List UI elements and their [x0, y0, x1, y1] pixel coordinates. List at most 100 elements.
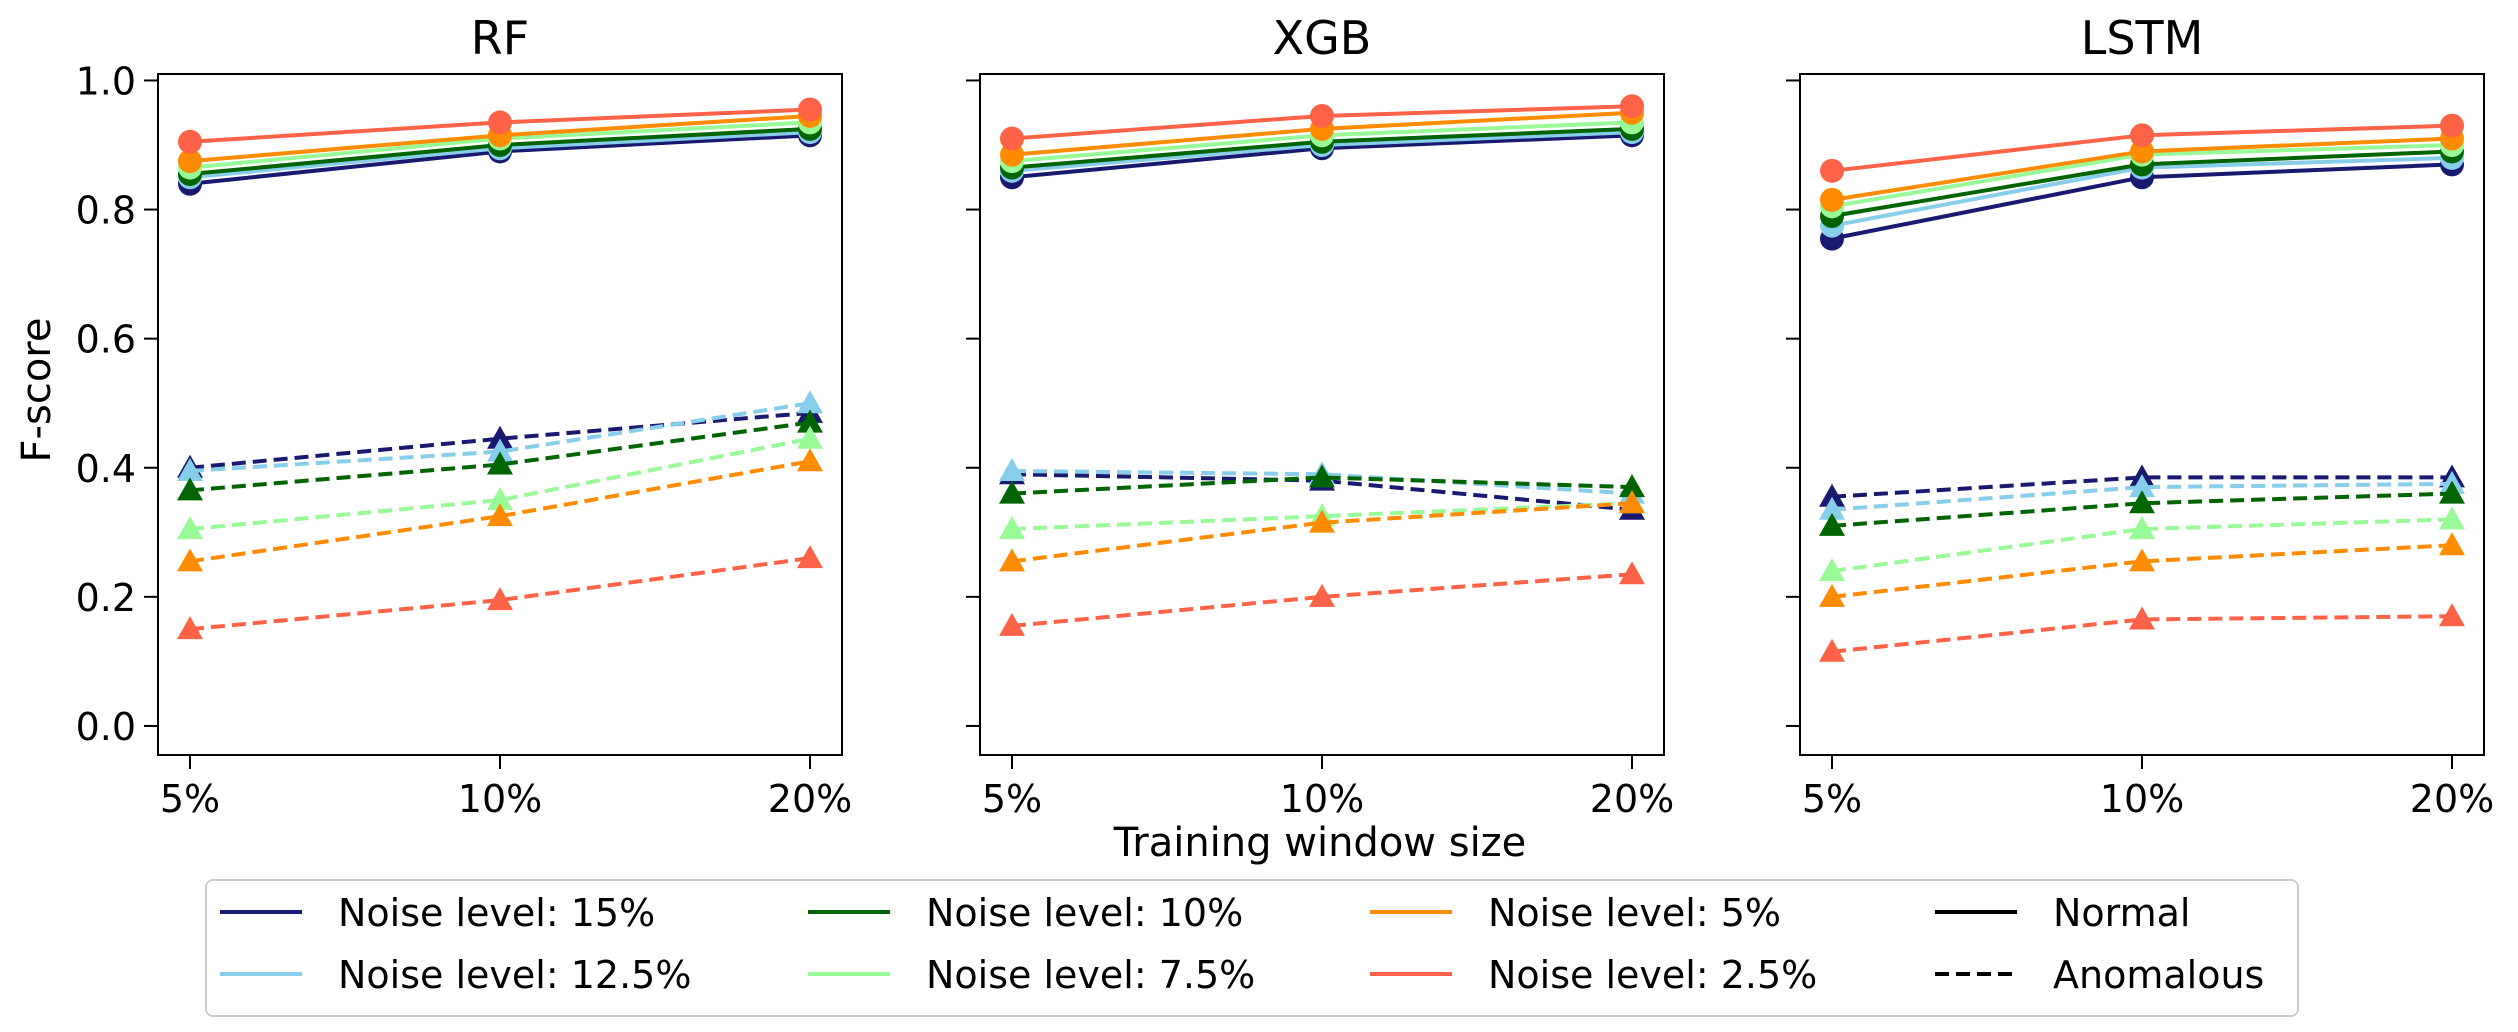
panel-xgb-noise-level-15-anomalous-line: [1011, 472, 1633, 512]
panel-rf-xtick-label: 20%: [768, 777, 852, 821]
legend-noise-level-10: Noise level: 10%: [808, 891, 1243, 935]
panel-xgb-noise-level-2-5-normal-point: [1000, 126, 1024, 151]
panel-rf-noise-level-10-anomalous-point: [487, 451, 513, 475]
panel-xgb-noise-level-7-5-anomalous-line: [1011, 501, 1633, 532]
panel-rf-ytick-label: 0.8: [76, 189, 136, 233]
panel-lstm-noise-level-2-5-normal-series: [1820, 113, 2464, 183]
panel-xgb-noise-level-10-anomalous-line: [1011, 475, 1633, 496]
panel-lstm-noise-level-7-5-anomalous-point: [1819, 558, 1845, 582]
panel-rf-noise-level-5-anomalous-point: [177, 548, 203, 572]
panel-rf-ytick-label: 1.0: [76, 59, 136, 103]
panel-rf-noise-level-10-anomalous-point: [797, 409, 823, 433]
y-axis-label: F-score: [14, 318, 60, 463]
panel-lstm-noise-level-12-5-anomalous-series: [1819, 470, 2465, 520]
panel-xgb-noise-level-10-anomalous-point: [1309, 464, 1335, 488]
panel-rf-xtick-label: 5%: [160, 777, 220, 821]
x-axis-label: Training window size: [1113, 820, 1527, 866]
legend-noise-level-12-5: Noise level: 12.5%: [220, 953, 691, 997]
panel-lstm-noise-level-5-normal-point: [1820, 187, 1844, 212]
panel-xgb-noise-level-5-anomalous-series: [999, 490, 1645, 572]
panel-lstm-noise-level-2-5-anomalous-series: [1819, 603, 2465, 662]
panel-rf-noise-level-2-5-anomalous-point: [177, 616, 203, 640]
legend-frame: [205, 879, 2299, 1017]
panel-xgb-noise-level-2-5-anomalous-point: [1309, 583, 1335, 607]
panel-lstm-noise-level-10-anomalous-point: [1819, 512, 1845, 536]
panel-rf-ytick-label: 0.0: [76, 705, 136, 749]
panel-rf: RF 0.0 0.2 0.4 0.6 0.8 1.0 5% 10% 20%: [76, 11, 853, 821]
panel-xgb-noise-level-10-anomalous-point: [1619, 474, 1645, 498]
panel-xgb-noise-level-5-anomalous-point: [999, 548, 1025, 572]
panel-rf-noise-level-7-5-anomalous-point: [177, 516, 203, 540]
legend-normal-label: Normal: [2053, 891, 2191, 935]
panel-xgb-noise-level-2-5-anomalous-series: [999, 561, 1645, 636]
panel-xgb-noise-level-5-anomalous-point: [1309, 509, 1335, 533]
panel-rf-ytick-label: 0.4: [76, 447, 136, 491]
panel-lstm-noise-level-2-5-normal-point: [2440, 113, 2464, 138]
panel-xgb-noise-level-7-5-anomalous-point: [999, 516, 1025, 540]
panel-rf-noise-level-5-anomalous-series: [177, 448, 823, 572]
panel-rf-xtick-label: 10%: [458, 777, 542, 821]
panel-lstm-xtick-label: 20%: [2410, 777, 2494, 821]
panel-rf-title: RF: [471, 11, 529, 65]
panel-xgb-xtick-label: 20%: [1590, 777, 1674, 821]
panel-rf-frame: [157, 73, 843, 756]
panel-lstm-noise-level-10-anomalous-line: [1831, 491, 2453, 528]
legend-noise-level-7-5: Noise level: 7.5%: [808, 953, 1255, 997]
panel-rf-noise-level-2-5-normal-point: [488, 110, 512, 135]
panel-lstm-noise-level-5-anomalous-point: [2439, 532, 2465, 556]
panel-rf-noise-level-5-anomalous-point: [487, 503, 513, 527]
legend-noise-level-5: Noise level: 5%: [1370, 891, 1781, 935]
panel-lstm-noise-level-10-anomalous-point: [2439, 480, 2465, 504]
panel-lstm-noise-level-15-anomalous-line: [1831, 475, 2452, 499]
panel-xgb-noise-level-5-anomalous-point: [1619, 490, 1645, 514]
legend-anomalous-label: Anomalous: [2053, 953, 2264, 997]
panel-rf-noise-level-2-5-normal-point: [178, 129, 202, 154]
panel-lstm-noise-level-10-anomalous-series: [1819, 480, 2465, 536]
panel-rf-noise-level-10-anomalous-point: [177, 477, 203, 501]
panel-rf-noise-level-7-5-anomalous-series: [177, 425, 823, 540]
legend-noise-level-5-label: Noise level: 5%: [1488, 891, 1781, 935]
panel-xgb-noise-level-2-5-anomalous-point: [999, 612, 1025, 636]
panel-lstm-noise-level-15-anomalous-point: [1819, 483, 1845, 507]
panel-xgb-noise-level-12-5-anomalous-point: [999, 457, 1025, 481]
panel-rf-noise-level-12-5-anomalous-series: [177, 390, 823, 481]
panel-lstm-noise-level-7-5-anomalous-series: [1819, 506, 2465, 582]
panel-lstm-noise-level-2-5-anomalous-point: [2129, 606, 2155, 630]
panel-xgb-noise-level-2-5-normal-point: [1620, 94, 1644, 119]
panel-rf-noise-level-2-5-normal-point: [798, 97, 822, 122]
panel-xgb-noise-level-2-5-normal-series: [1000, 94, 1644, 151]
legend-noise-level-15-label: Noise level: 15%: [338, 891, 655, 935]
legend-noise-level-2-5: Noise level: 2.5%: [1370, 953, 1817, 997]
panel-rf-noise-level-12-5-anomalous-point: [487, 438, 513, 462]
panel-xgb-noise-level-2-5-normal-point: [1310, 103, 1334, 128]
panel-rf-noise-level-10-anomalous-series: [177, 409, 823, 501]
panel-rf-noise-level-5-anomalous-point: [797, 448, 823, 472]
panel-xgb-noise-level-10-anomalous-point: [999, 480, 1025, 504]
panel-lstm: LSTM 5% 10% 20%: [1786, 11, 2494, 821]
panel-xgb-frame: [979, 73, 1665, 756]
legend-noise-level-2-5-label: Noise level: 2.5%: [1488, 953, 1817, 997]
legend-noise-level-10-label: Noise level: 10%: [926, 891, 1243, 935]
panel-lstm-noise-level-2-5-anomalous-point: [2439, 603, 2465, 627]
panel-lstm-xtick-label: 5%: [1802, 777, 1862, 821]
panel-rf-noise-level-7-5-anomalous-point: [487, 487, 513, 511]
panel-xgb-noise-level-2-5-anomalous-point: [1619, 561, 1645, 585]
panel-lstm-noise-level-12-5-anomalous-point: [2129, 474, 2155, 498]
panel-rf-ytick-label: 0.6: [76, 318, 136, 362]
panel-xgb-title: XGB: [1273, 11, 1372, 65]
panel-lstm-noise-level-2-5-normal-point: [2130, 123, 2154, 148]
panel-lstm-xtick-label: 10%: [2100, 777, 2184, 821]
panel-xgb-noise-level-10-anomalous-series: [999, 464, 1645, 504]
legend-anomalous: Anomalous: [1935, 953, 2264, 997]
panel-lstm-noise-level-12-5-anomalous-point: [1819, 496, 1845, 520]
panel-lstm-noise-level-5-anomalous-series: [1819, 532, 2465, 607]
panel-lstm-noise-level-2-5-normal-point: [1820, 158, 1844, 183]
panel-lstm-noise-level-2-5-anomalous-point: [1819, 638, 1845, 662]
panel-rf-noise-level-2-5-anomalous-point: [797, 545, 823, 569]
panel-rf-noise-level-12-5-anomalous-point: [797, 390, 823, 414]
panel-xgb-noise-level-12-5-anomalous-line: [1011, 468, 1633, 496]
panel-xgb-xtick-label: 5%: [982, 777, 1042, 821]
legend: Noise level: 15% Noise level: 12.5% Noise …: [205, 879, 2299, 1017]
